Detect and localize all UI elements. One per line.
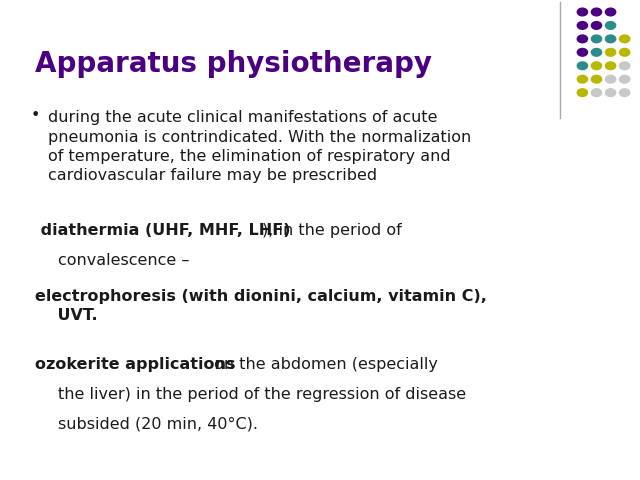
Circle shape (591, 8, 602, 16)
Circle shape (591, 48, 602, 56)
Circle shape (591, 89, 602, 96)
Text: electrophoresis (with dionini, calcium, vitamin C),
    UVT.: electrophoresis (with dionini, calcium, … (35, 288, 487, 323)
Circle shape (605, 22, 616, 29)
Circle shape (591, 62, 602, 70)
Circle shape (605, 8, 616, 16)
Circle shape (605, 35, 616, 43)
Text: on the abdomen (especially: on the abdomen (especially (209, 357, 438, 372)
Circle shape (620, 48, 630, 56)
Circle shape (577, 89, 588, 96)
Circle shape (591, 35, 602, 43)
Circle shape (591, 75, 602, 83)
Circle shape (605, 75, 616, 83)
Text: convalescence –: convalescence – (58, 253, 189, 268)
Circle shape (591, 22, 602, 29)
Circle shape (577, 75, 588, 83)
Circle shape (577, 48, 588, 56)
Circle shape (620, 75, 630, 83)
Text: subsided (20 min, 40°C).: subsided (20 min, 40°C). (58, 417, 258, 432)
Text: ), in the period of: ), in the period of (262, 223, 402, 238)
Circle shape (605, 48, 616, 56)
Text: Apparatus physiotherapy: Apparatus physiotherapy (35, 50, 432, 78)
Text: diathermia (UHF, MHF, LHF): diathermia (UHF, MHF, LHF) (35, 223, 291, 238)
Text: ozokerite applications: ozokerite applications (35, 357, 236, 372)
Text: the liver) in the period of the regression of disease: the liver) in the period of the regressi… (58, 387, 466, 402)
Circle shape (577, 62, 588, 70)
Circle shape (577, 8, 588, 16)
Circle shape (605, 89, 616, 96)
Circle shape (620, 89, 630, 96)
Circle shape (605, 62, 616, 70)
Text: during the acute clinical manifestations of acute
pneumonia is contrindicated. W: during the acute clinical manifestations… (48, 110, 471, 183)
Circle shape (577, 35, 588, 43)
Text: •: • (31, 108, 40, 123)
Circle shape (620, 62, 630, 70)
Circle shape (620, 35, 630, 43)
Circle shape (577, 22, 588, 29)
